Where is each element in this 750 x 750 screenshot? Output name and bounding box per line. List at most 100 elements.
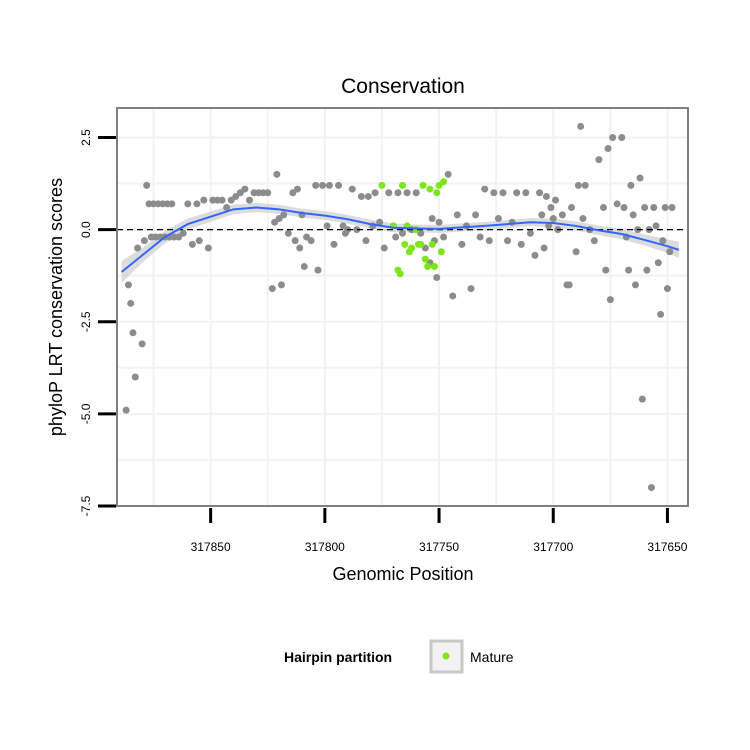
data-point-other [531,251,539,259]
points-layer [122,122,676,492]
data-point-other [654,259,662,267]
legend-label-mature: Mature [470,649,514,665]
data-point-other [604,145,612,153]
data-point-other [499,189,507,197]
x-tick-label: 317750 [419,540,459,554]
data-point-mature [417,240,425,248]
data-point-other [629,211,637,219]
data-point-other [440,233,448,241]
data-point-other [399,229,406,237]
data-point-other [362,237,370,245]
data-point-mature [424,262,432,270]
y-tick-label: -7.5 [79,495,93,516]
data-point-other [590,237,598,245]
data-point-other [371,189,379,197]
data-point-other [200,196,208,204]
data-point-other [602,266,610,274]
data-point-other [568,204,576,211]
x-tick-label: 317700 [533,540,573,554]
data-point-other [179,229,187,237]
data-point-other [124,281,132,289]
data-point-other [467,285,475,293]
data-point-other [668,204,676,211]
data-point-other [280,211,288,219]
data-point-other [335,181,343,189]
data-point-other [403,189,411,197]
data-point-other [453,211,461,219]
data-point-other [385,189,393,197]
data-point-other [618,133,626,141]
data-point-other [536,189,544,197]
data-point-other [307,237,315,245]
data-point-other [188,240,196,248]
data-point-other [666,248,674,256]
data-point-other [595,156,603,164]
data-point-other [620,204,628,211]
data-point-other [661,204,669,211]
smooth-curve [120,206,680,273]
data-point-other [435,218,443,226]
data-point-other [613,200,621,208]
data-point-other [300,262,308,270]
data-point-other [625,266,633,274]
data-point-other [293,185,301,193]
data-point-other [565,281,573,289]
data-point-other [652,222,660,230]
data-point-other [376,218,384,226]
data-point-other [485,237,493,245]
x-tick-label: 317850 [191,540,231,554]
data-point-other [659,237,667,245]
data-point-other [458,240,466,248]
data-point-other [330,240,338,248]
data-point-other [494,215,502,223]
data-point-other [540,244,548,252]
data-point-other [581,181,589,189]
data-point-other [638,395,646,403]
y-tick-label: 2.5 [79,129,93,146]
data-point-mature [437,248,445,256]
data-point-other [380,244,388,252]
data-point-other [245,196,253,204]
data-point-other [545,222,553,230]
data-point-other [131,373,139,381]
data-point-other [526,229,534,237]
data-point-other [490,189,498,197]
data-point-other [127,299,135,307]
data-point-other [195,237,203,245]
data-point-mature [399,181,406,189]
data-point-other [296,244,304,252]
data-point-other [241,185,249,193]
data-point-other [134,244,142,252]
data-point-other [522,189,530,197]
data-point-other [481,185,489,193]
data-point-other [558,211,566,219]
data-point-other [636,174,644,182]
legend-title: Hairpin partition [284,649,392,665]
data-point-other [325,181,333,189]
data-point-other [140,237,148,245]
data-point-other [663,285,671,293]
data-point-other [184,200,192,208]
data-point-other [193,200,201,208]
y-tick-label: -2.5 [79,311,93,332]
data-point-other [428,215,436,223]
x-axis: 317850 317800 317750 317700 317650 [191,508,688,554]
data-point-other [273,170,281,178]
data-point-other [609,133,617,141]
data-point-other [218,196,226,204]
data-point-other [319,181,327,189]
chart-title: Conservation [341,75,465,98]
data-point-other [357,192,365,200]
data-point-mature [433,189,441,197]
data-point-other [599,204,607,211]
data-point-other [547,204,555,211]
data-point-other [314,266,322,274]
data-point-mature [408,244,416,252]
data-point-other [577,122,585,130]
data-point-other [392,233,400,241]
x-tick-label: 317650 [647,540,687,554]
data-point-other [204,244,212,252]
data-point-other [538,211,546,219]
data-point-mature [428,240,436,248]
smooth-curve-layer [120,206,680,273]
